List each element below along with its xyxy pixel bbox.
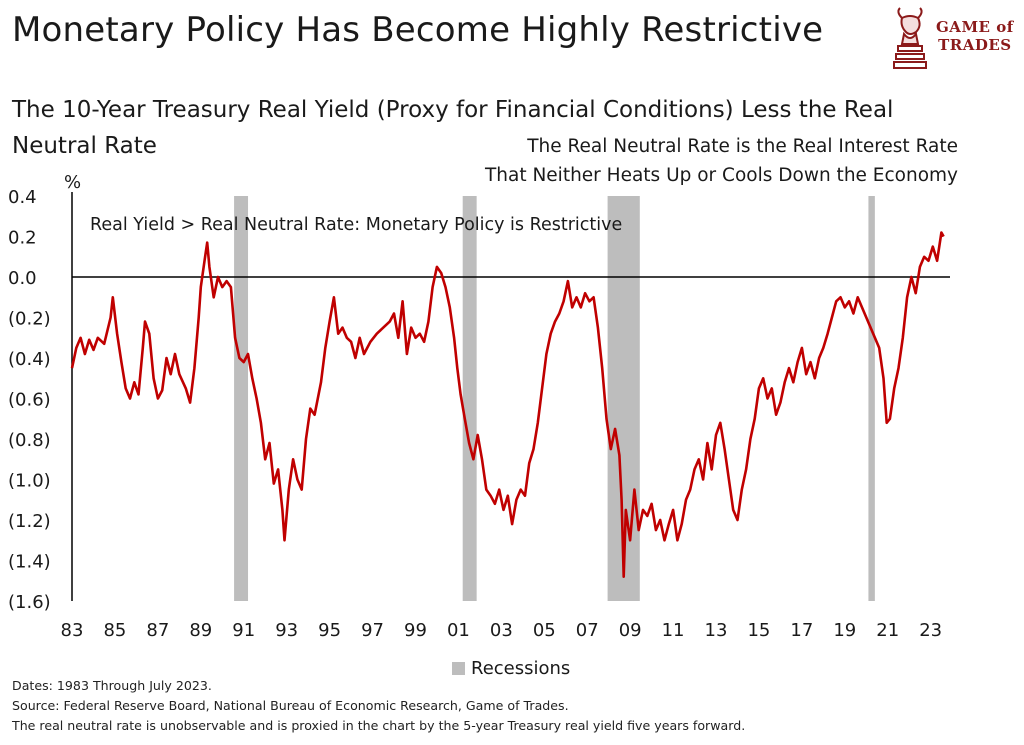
legend-recessions-label: Recessions — [471, 658, 571, 679]
real-yield-chart: 0.4 0.2 0.0 (0.2) (0.4) (0.6) (0.8) (1.0) (1.2) (… — [8, 172, 950, 640]
recession-band — [462, 196, 477, 601]
recession-bands — [234, 196, 875, 601]
y-axis-ticks: 0.4 0.2 0.0 (0.2) (0.4) (0.6) (0.8) (1.0) (1.2) (… — [8, 187, 51, 613]
x-axis-ticks: 83 85 87 89 91 93 95 97 99 01 03 05 07 09 11 13 15 17 19 21… — [61, 620, 943, 640]
x-tick-label: 19 — [833, 620, 856, 640]
y-tick-label: (0.4) — [8, 349, 51, 370]
logo-wordmark: GAME of TRADES — [936, 18, 1014, 54]
x-tick-label: 17 — [790, 620, 813, 640]
y-tick-label: (1.6) — [8, 592, 51, 613]
y-tick-label: (0.2) — [8, 309, 51, 330]
x-tick-label: 23 — [919, 620, 942, 640]
real-yield-line — [70, 231, 945, 578]
logo-line-1: GAME of — [936, 18, 1014, 36]
y-tick-label: (1.4) — [8, 552, 51, 573]
recession-band — [234, 196, 249, 601]
x-tick-label: 93 — [275, 620, 298, 640]
logo-line-2: TRADES — [938, 36, 1012, 54]
x-tick-label: 21 — [876, 620, 899, 640]
x-tick-label: 97 — [361, 620, 384, 640]
neutral-rate-note: The Real Neutral Rate is the Real Intere… — [358, 132, 958, 190]
bull-chess-piece-icon — [893, 7, 927, 69]
neutral-note-line-2: That Neither Heats Up or Cools Down the … — [484, 165, 958, 186]
x-tick-label: 99 — [404, 620, 427, 640]
chart-subtitle: The 10-Year Treasury Real Yield (Proxy f… — [12, 97, 894, 159]
y-tick-label: 0.2 — [8, 228, 37, 249]
y-axis-unit: % — [64, 172, 81, 193]
x-tick-label: 87 — [146, 620, 169, 640]
x-tick-label: 09 — [619, 620, 642, 640]
x-tick-label: 95 — [318, 620, 341, 640]
recession-band — [868, 196, 875, 601]
x-tick-label: 83 — [61, 620, 84, 640]
y-tick-label: (0.6) — [8, 390, 51, 411]
x-tick-label: 05 — [533, 620, 556, 640]
neutral-note-line-1: The Real Neutral Rate is the Real Intere… — [527, 136, 958, 157]
x-tick-label: 89 — [189, 620, 212, 640]
restrictive-annotation: Real Yield > Real Neutral Rate: Monetary… — [90, 215, 622, 235]
recession-swatch — [452, 662, 465, 675]
legend: Recessions — [452, 658, 570, 679]
footnote-dates: Dates: 1983 Through July 2023. — [12, 678, 212, 693]
y-tick-label: (0.8) — [8, 430, 51, 451]
x-tick-label: 11 — [662, 620, 685, 640]
footnote-method: The real neutral rate is unobservable an… — [12, 718, 746, 733]
x-tick-label: 07 — [576, 620, 599, 640]
y-tick-label: 0.4 — [8, 187, 37, 208]
footnote-source: Source: Federal Reserve Board, National … — [12, 698, 569, 713]
x-tick-label: 85 — [103, 620, 126, 640]
x-tick-label: 13 — [705, 620, 728, 640]
x-tick-label: 91 — [232, 620, 255, 640]
y-tick-label: (1.0) — [8, 471, 51, 492]
x-tick-label: 01 — [447, 620, 470, 640]
x-tick-label: 03 — [490, 620, 513, 640]
y-tick-label: (1.2) — [8, 511, 51, 532]
x-tick-label: 15 — [747, 620, 770, 640]
y-tick-label: 0.0 — [8, 268, 37, 289]
page-title: Monetary Policy Has Become Highly Restri… — [12, 10, 824, 50]
footnotes: Dates: 1983 Through July 2023. Source: F… — [12, 676, 745, 736]
game-of-trades-logo — [893, 7, 927, 69]
